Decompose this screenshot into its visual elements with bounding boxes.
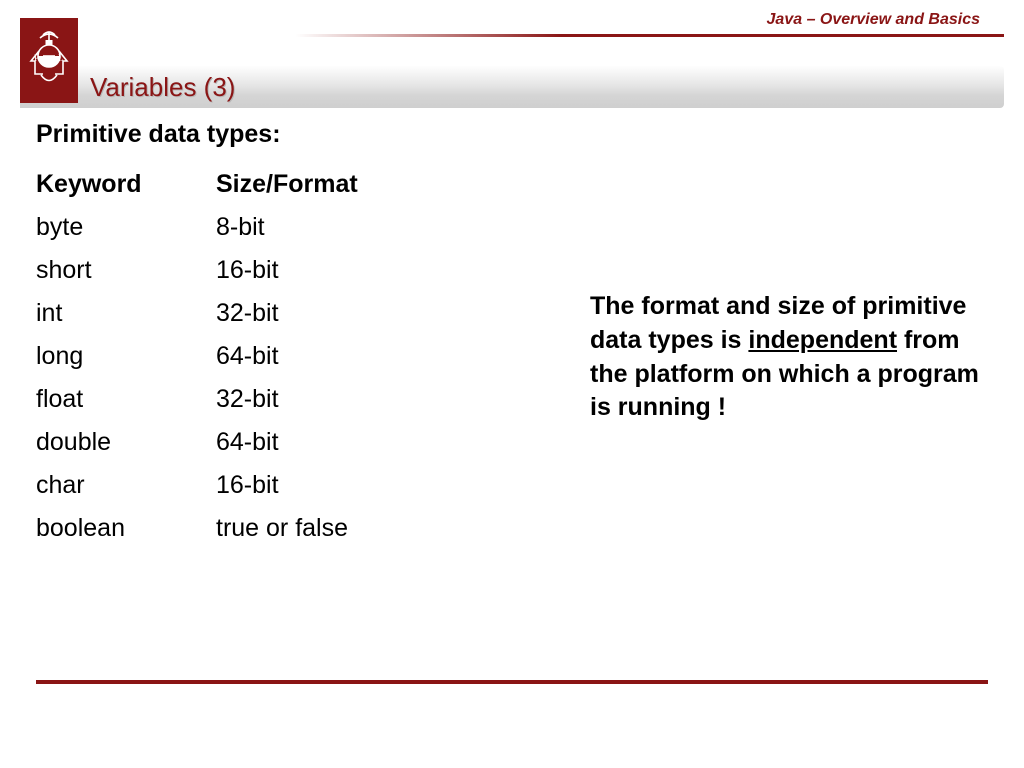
cell-keyword: long xyxy=(36,335,216,378)
table-row: short 16-bit xyxy=(36,249,476,292)
table-row: long 64-bit xyxy=(36,335,476,378)
slide-title: Variables (3) xyxy=(90,72,235,103)
table-row: float 32-bit xyxy=(36,378,476,421)
cell-keyword: short xyxy=(36,249,216,292)
course-name: Java – Overview and Basics xyxy=(767,11,980,29)
cell-keyword: char xyxy=(36,464,216,507)
cell-size: 32-bit xyxy=(216,292,476,335)
svg-text:P: P xyxy=(34,53,39,63)
table-row: boolean true or false xyxy=(36,507,476,550)
cell-size: 16-bit xyxy=(216,464,476,507)
cell-size: 64-bit xyxy=(216,421,476,464)
cell-size: 64-bit xyxy=(216,335,476,378)
table-header-row: Keyword Size/Format xyxy=(36,163,476,206)
logo-badge: P Ł xyxy=(20,18,78,103)
callout-underlined: independent xyxy=(748,326,897,354)
cell-size: 8-bit xyxy=(216,206,476,249)
cell-size: 32-bit xyxy=(216,378,476,421)
slide: Java – Overview and Basics Variables (3)… xyxy=(0,0,1024,768)
table-row: double 64-bit xyxy=(36,421,476,464)
cell-keyword: boolean xyxy=(36,507,216,550)
cell-keyword: double xyxy=(36,421,216,464)
cell-keyword: byte xyxy=(36,206,216,249)
cell-keyword: int xyxy=(36,292,216,335)
university-crest-icon: P Ł xyxy=(26,26,72,95)
footer-rule xyxy=(36,680,988,684)
cell-keyword: float xyxy=(36,378,216,421)
column-header-size: Size/Format xyxy=(216,163,476,206)
table-row: byte 8-bit xyxy=(36,206,476,249)
cell-size: 16-bit xyxy=(216,249,476,292)
svg-text:Ł: Ł xyxy=(58,53,64,63)
header-rule xyxy=(20,34,1004,37)
callout-note: The format and size of primitive data ty… xyxy=(590,290,995,425)
table-row: int 32-bit xyxy=(36,292,476,335)
primitive-types-table: Keyword Size/Format byte 8-bit short 16-… xyxy=(36,163,476,550)
cell-size: true or false xyxy=(216,507,476,550)
column-header-keyword: Keyword xyxy=(36,163,216,206)
section-heading: Primitive data types: xyxy=(36,120,988,149)
table-row: char 16-bit xyxy=(36,464,476,507)
